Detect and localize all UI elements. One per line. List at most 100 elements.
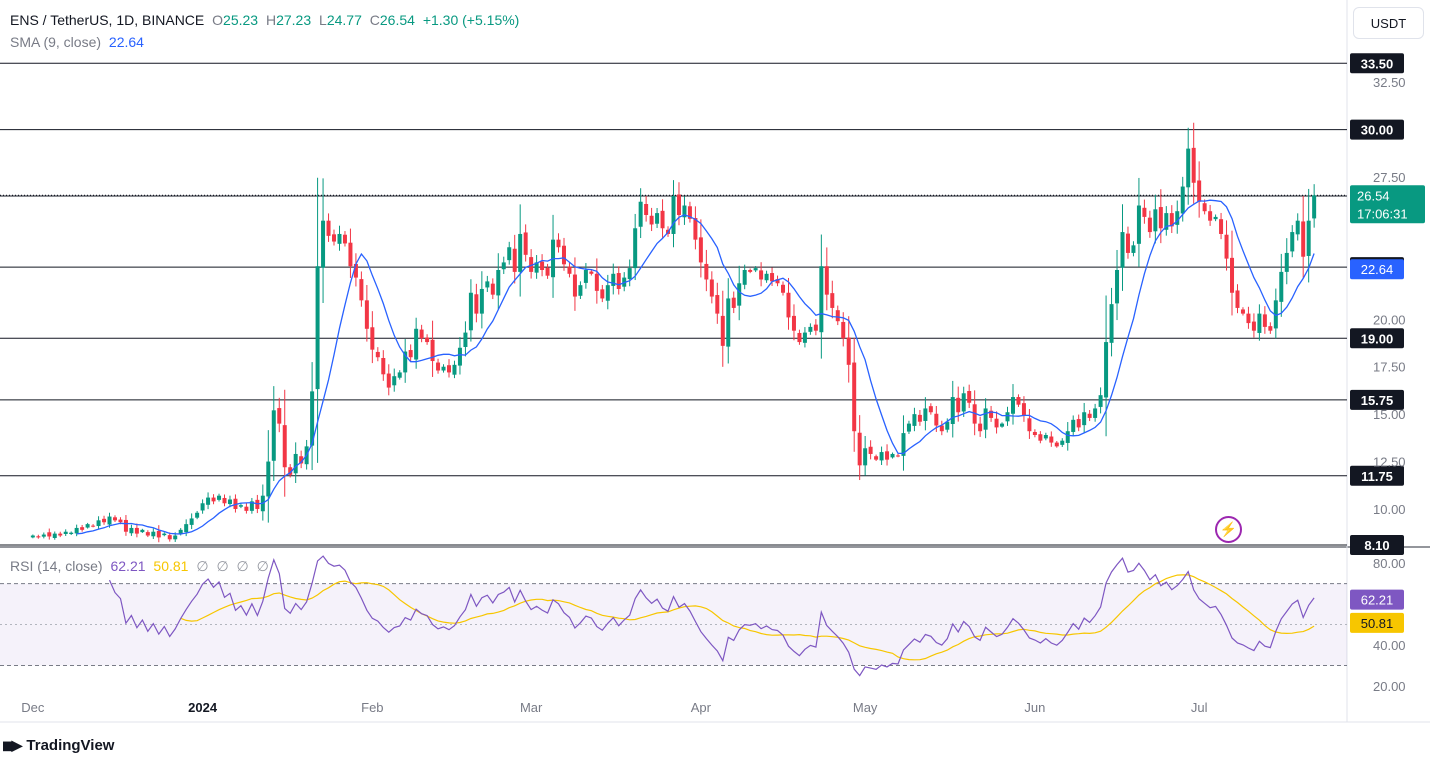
candle-body	[1191, 147, 1196, 183]
candle-body	[967, 391, 972, 403]
candle-body	[1071, 419, 1076, 432]
candle-body	[819, 266, 824, 333]
level-tag	[1350, 119, 1404, 140]
rsi-tag	[1350, 589, 1404, 610]
candle-body	[85, 524, 90, 528]
candle-body	[824, 266, 829, 295]
candle-body	[1038, 434, 1043, 441]
candle-body	[1240, 309, 1245, 314]
change-value: +1.30 (+5.15%)	[422, 12, 520, 28]
candle-body	[342, 234, 347, 244]
sma-legend: SMA (9, close) 22.64	[10, 34, 148, 50]
candle-body	[682, 205, 687, 218]
candle-body	[479, 288, 484, 314]
candle-body	[140, 529, 145, 533]
time-tick-label: 2024	[188, 700, 218, 715]
sma-line-layer	[76, 199, 1315, 535]
candle-body	[118, 519, 123, 523]
close-value: 26.54	[379, 12, 415, 28]
candle-body	[1142, 207, 1147, 217]
candle-body	[74, 527, 79, 534]
candle-body	[1000, 423, 1005, 427]
price-tick-label: 10.00	[1373, 502, 1406, 517]
candle-body	[315, 266, 320, 390]
level-tag	[1350, 535, 1404, 555]
candle-body	[912, 414, 917, 426]
candle-body	[1010, 397, 1015, 414]
candle-body	[414, 328, 419, 360]
tradingview-mark-icon: ◼▶	[2, 737, 22, 753]
candle-body	[145, 532, 150, 536]
currency-button[interactable]: USDT	[1353, 7, 1424, 39]
candle-body	[501, 262, 506, 270]
candle-body	[1306, 220, 1311, 256]
high-value: 27.23	[276, 12, 312, 28]
level-tag-label: 15.75	[1361, 393, 1394, 408]
price-tick-label: 32.50	[1373, 75, 1406, 90]
rsi-label[interactable]: RSI (14, close)	[10, 558, 103, 574]
time-tick-label: Feb	[361, 700, 383, 715]
candle-body	[1180, 186, 1185, 214]
rsi-na-4: ∅	[256, 558, 269, 574]
price-tick-label: 12.50	[1373, 455, 1406, 470]
candle-body	[1273, 300, 1278, 329]
candle-body	[556, 239, 561, 248]
tradingview-logo[interactable]: ◼▶ TradingView	[2, 737, 114, 754]
rsi-na-1: ∅	[196, 558, 209, 574]
candle-body	[1301, 221, 1306, 257]
ohlc-legend: ENS / TetherUS, 1D, BINANCE O25.23 H27.2…	[10, 12, 523, 28]
candle-body	[408, 350, 413, 358]
candle-body	[600, 289, 605, 299]
candle-body	[1104, 342, 1109, 398]
candle-body	[30, 535, 35, 538]
candle-body	[1295, 220, 1300, 235]
close-label: C	[369, 12, 380, 28]
candle-body	[846, 337, 851, 365]
candle-body	[605, 285, 610, 301]
candle-body	[797, 332, 802, 343]
candle-body	[129, 527, 134, 534]
time-axis[interactable]: Dec 2024 Feb Mar Apr May Jun Jul	[21, 700, 1207, 715]
candle-body	[441, 366, 446, 371]
candle-body	[655, 213, 660, 224]
high-label: H	[265, 12, 277, 28]
candle-body	[1125, 233, 1130, 253]
candle-body	[753, 268, 758, 271]
candle-body	[69, 532, 74, 534]
lightning-icon[interactable]: ⚡	[1215, 516, 1242, 543]
candle-body	[326, 220, 331, 236]
candle-body	[715, 295, 720, 314]
rsi-value: 62.21	[110, 558, 146, 574]
candle-body	[156, 530, 161, 538]
current-price-tag	[1350, 185, 1425, 224]
price-tick-label: 17.50	[1373, 360, 1406, 375]
candle-body	[507, 247, 512, 261]
sma-label[interactable]: SMA (9, close)	[10, 34, 102, 50]
candle-body	[748, 270, 753, 272]
candle-body	[1169, 213, 1174, 227]
sma-tag-label: 22.64	[1361, 262, 1394, 277]
price-tick-label: 15.00	[1373, 407, 1406, 422]
candle-body	[123, 519, 128, 532]
candle-body	[200, 503, 205, 511]
candle-body	[162, 533, 167, 536]
candle-body	[737, 283, 742, 306]
candle-body	[457, 347, 462, 366]
candle-body	[266, 461, 271, 497]
candle-body	[271, 410, 276, 461]
symbol-label[interactable]: ENS / TetherUS, 1D, BINANCE	[10, 12, 205, 28]
candle-body	[282, 425, 287, 468]
candle-body	[386, 373, 391, 388]
candle-body	[633, 228, 638, 269]
candle-body	[1262, 314, 1267, 327]
candle-body	[63, 531, 68, 534]
candle-body	[452, 364, 457, 375]
candle-body	[496, 270, 501, 296]
candle-body	[540, 261, 545, 270]
candle-body	[512, 248, 517, 272]
candle-body	[917, 414, 922, 422]
candle-body	[102, 518, 107, 523]
price-axis[interactable]: 32.50 27.50 20.00 17.50 15.00 12.50 10.00 26.54…	[1350, 75, 1425, 694]
candle-body	[91, 525, 96, 527]
